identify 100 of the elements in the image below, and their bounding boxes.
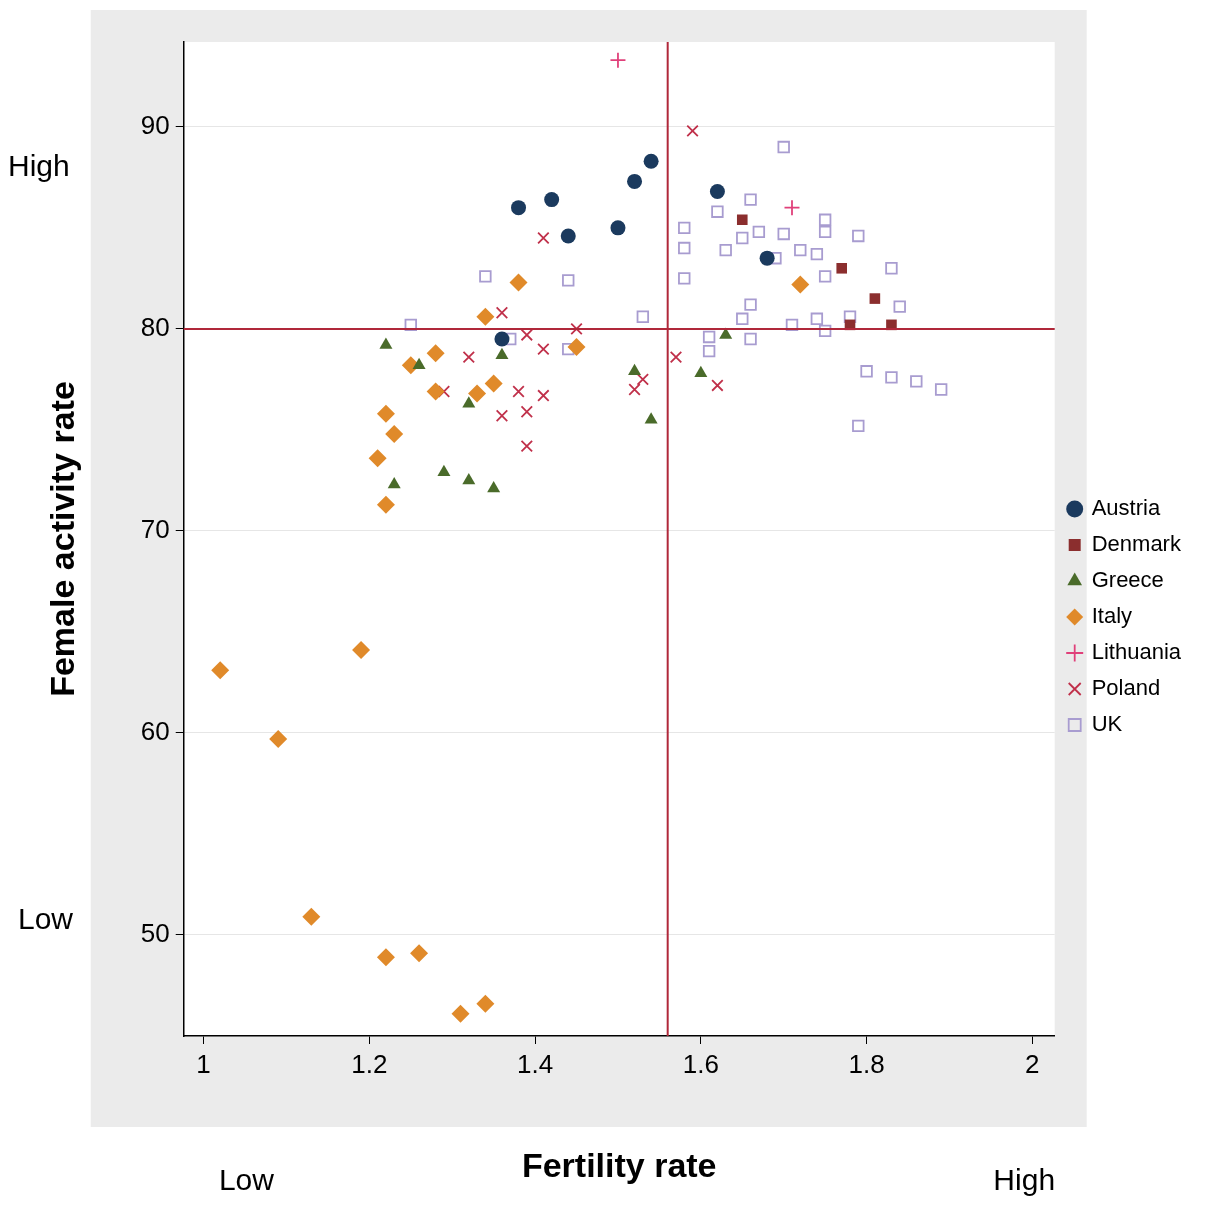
point (893, 300, 906, 313)
x-tick-label: 2 (1025, 1048, 1040, 1079)
y-tick-label: 80 (140, 312, 170, 343)
point (744, 193, 757, 206)
point (562, 342, 575, 356)
point (495, 306, 509, 319)
point (537, 231, 550, 245)
point (644, 412, 658, 424)
point (476, 994, 495, 1013)
text: Low (18, 901, 74, 935)
point (636, 310, 650, 323)
point (520, 328, 534, 342)
point (711, 205, 724, 218)
point (628, 363, 642, 376)
point (609, 51, 627, 69)
point (560, 228, 576, 244)
x-axis-title: Fertility rate (521, 1145, 717, 1184)
y-tick-label: 60 (140, 716, 170, 747)
x-tick-label: 1.8 (848, 1048, 885, 1079)
point (437, 464, 451, 477)
point (385, 424, 404, 443)
point (852, 229, 865, 243)
point (562, 274, 575, 287)
point (520, 439, 534, 453)
point (512, 385, 525, 398)
point (476, 307, 495, 326)
point (885, 371, 898, 384)
point (368, 449, 387, 468)
point (302, 907, 321, 926)
point (910, 375, 923, 388)
point (719, 243, 732, 257)
point (769, 251, 782, 265)
point (686, 124, 699, 138)
point (537, 342, 550, 356)
point (379, 337, 393, 349)
point (462, 472, 476, 485)
point (387, 476, 401, 489)
point (678, 241, 691, 255)
y-tick-label: 70 (140, 514, 170, 545)
point (777, 227, 790, 241)
point (836, 262, 848, 274)
legend-label: Poland (1091, 675, 1161, 701)
point (818, 225, 832, 239)
text: High (8, 148, 70, 182)
point (860, 365, 873, 378)
point (352, 641, 371, 660)
point (537, 389, 550, 402)
point (468, 384, 487, 403)
point (934, 383, 948, 396)
x-tick-label: 1.4 (517, 1048, 554, 1079)
point (669, 350, 683, 364)
point (791, 275, 810, 294)
legend-label: Italy (1091, 603, 1133, 629)
point (885, 262, 898, 275)
point (487, 480, 501, 493)
point (702, 330, 716, 344)
point (376, 404, 395, 423)
point (494, 331, 510, 347)
point (462, 396, 476, 408)
y-tick-label: 90 (140, 110, 170, 141)
point (777, 140, 790, 154)
point (495, 347, 509, 359)
point (783, 199, 801, 217)
y-tick-label: 50 (140, 918, 170, 949)
point (678, 272, 691, 285)
point (451, 1004, 470, 1023)
point (479, 270, 492, 283)
point (736, 214, 748, 226)
point (628, 383, 641, 396)
point (744, 332, 757, 346)
point (636, 373, 650, 386)
point (544, 192, 560, 208)
point (794, 243, 807, 257)
point (744, 298, 757, 311)
point (709, 184, 725, 199)
legend-label: Greece (1091, 567, 1164, 593)
point (520, 405, 534, 418)
point (869, 293, 881, 304)
point (426, 344, 445, 363)
legend-label: Austria (1091, 495, 1161, 521)
point (610, 220, 626, 236)
point (511, 200, 527, 216)
point (504, 332, 517, 346)
x-tick-label: 1.2 (351, 1048, 388, 1079)
point (736, 312, 749, 325)
x-tick-label: 1 (196, 1048, 211, 1079)
point (570, 322, 583, 336)
legend-label: Denmark (1091, 531, 1182, 557)
point (759, 250, 775, 266)
point (711, 379, 724, 392)
point (376, 948, 395, 967)
point (810, 247, 824, 261)
point (643, 153, 659, 169)
point (678, 221, 691, 235)
text: High (993, 1163, 1056, 1197)
point (810, 312, 824, 325)
point (785, 318, 799, 332)
point (702, 344, 716, 358)
point (752, 225, 766, 239)
point (627, 173, 643, 189)
